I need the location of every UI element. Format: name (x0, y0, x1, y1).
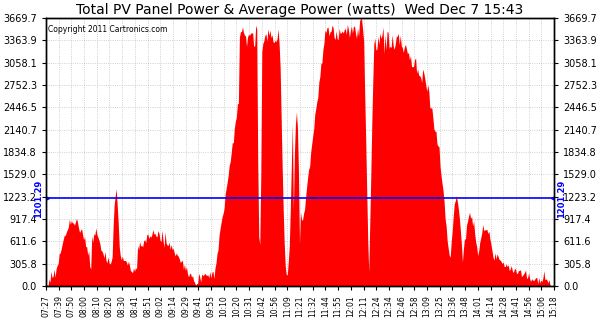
Title: Total PV Panel Power & Average Power (watts)  Wed Dec 7 15:43: Total PV Panel Power & Average Power (wa… (76, 3, 524, 17)
Text: 1201.29: 1201.29 (34, 179, 43, 218)
Text: 1201.29: 1201.29 (557, 179, 566, 218)
Text: Copyright 2011 Cartronics.com: Copyright 2011 Cartronics.com (49, 25, 168, 34)
